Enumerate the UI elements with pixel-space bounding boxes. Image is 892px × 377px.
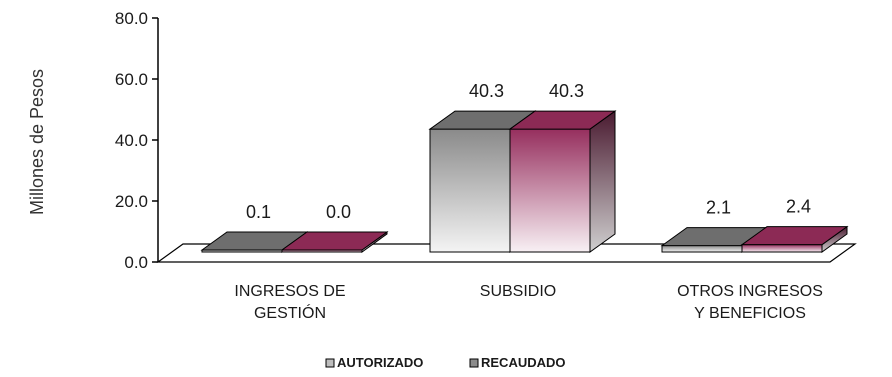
data-label: 40.3 xyxy=(549,81,584,101)
data-label: 2.1 xyxy=(706,198,731,218)
legend: AUTORIZADO RECAUDADO xyxy=(325,355,566,370)
legend-swatch xyxy=(469,358,479,368)
legend-item-autorizado: AUTORIZADO xyxy=(325,355,423,370)
legend-item-recaudado: RECAUDADO xyxy=(469,355,566,370)
y-tick-label: 80.0 xyxy=(115,9,148,28)
category-label: OTROS INGRESOS xyxy=(677,283,823,300)
data-label: 2.4 xyxy=(786,197,811,217)
legend-label: RECAUDADO xyxy=(481,355,566,370)
label-layer: INGRESOS DE GESTIÓN SUBSIDIO OTROS INGRESOS… xyxy=(234,81,822,322)
category-label: Y BENEFICIOS xyxy=(694,305,806,322)
category-label: INGRESOS DE xyxy=(234,283,345,300)
category-label: SUBSIDIO xyxy=(480,283,556,300)
legend-swatch xyxy=(325,358,335,368)
y-tick-label: 20.0 xyxy=(115,192,148,211)
category-label: GESTIÓN xyxy=(254,303,326,322)
y-tick-label: 40.0 xyxy=(115,131,148,150)
legend-label: AUTORIZADO xyxy=(337,355,423,370)
bar-recaudado xyxy=(280,231,389,253)
data-label: 40.3 xyxy=(469,81,504,101)
data-label: 0.1 xyxy=(246,202,271,222)
bar-recaudado xyxy=(508,110,617,253)
bar-recaudado xyxy=(740,225,849,253)
y-axis-label: Millones de Pesos xyxy=(27,69,47,215)
y-tick-label: 60.0 xyxy=(115,70,148,89)
data-label: 0.0 xyxy=(326,202,351,222)
bar-layer xyxy=(200,110,849,253)
y-tick-label: 0.0 xyxy=(124,253,148,272)
